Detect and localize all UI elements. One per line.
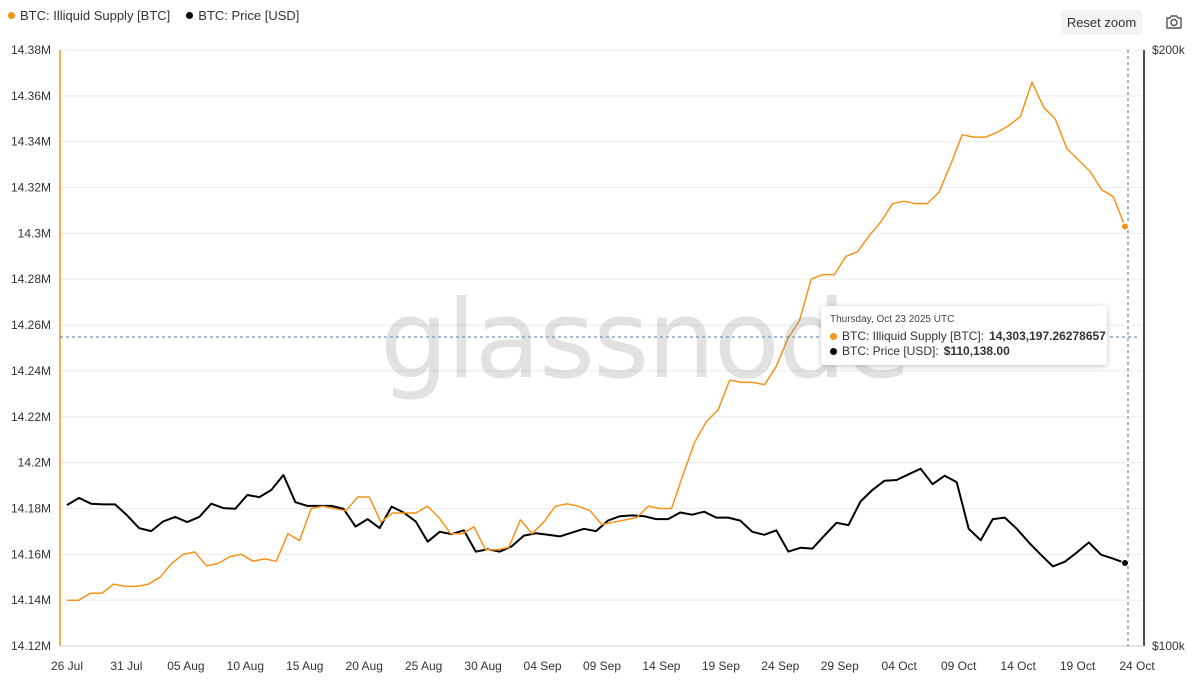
tooltip-row-illiquid-supply: BTC: Illiquid Supply [BTC]: 14,303,197.2… (830, 329, 1106, 343)
legend-item-price[interactable]: BTC: Price [USD] (186, 8, 299, 23)
left-y-tick-label: 14.3M (18, 226, 51, 240)
tooltip-value-illiquid-supply: 14,303,197.26278657 (989, 329, 1106, 343)
hover-point-price (1121, 558, 1129, 567)
legend-swatch-price (186, 12, 194, 19)
grid-lines (60, 49, 1144, 601)
left-y-axis-ticks: 14.12M 14.14M 14.16M 14.18M 14.2M 14.22M 14.24… (11, 43, 51, 653)
series-line-price (66, 467, 1126, 568)
x-tick-label: 24 Oct (1119, 659, 1155, 673)
left-y-tick-label: 14.26M (11, 318, 51, 332)
tooltip-label-price: BTC: Price [USD]: (842, 344, 939, 358)
legend-label-price: BTC: Price [USD] (198, 8, 300, 23)
left-y-tick-label: 14.32M (11, 181, 51, 195)
x-tick-label: 05 Aug (167, 659, 204, 673)
hover-point-illiquid-supply (1121, 222, 1129, 231)
x-tick-label: 04 Sep (524, 659, 562, 673)
left-y-tick-label: 14.36M (11, 89, 51, 103)
tooltip: Thursday, Oct 23 2025 UTC BTC: Illiquid … (821, 306, 1107, 365)
left-y-tick-label: 14.24M (11, 364, 51, 378)
x-tick-label: 14 Sep (642, 659, 680, 673)
left-y-tick-label: 14.38M (11, 43, 51, 57)
tooltip-label-illiquid-supply: BTC: Illiquid Supply [BTC]: (842, 329, 985, 343)
series-lines (66, 81, 1126, 601)
left-y-tick-label: 14.2M (18, 456, 51, 470)
right-y-tick-label: $100k (1152, 639, 1186, 653)
camera-icon[interactable] (1164, 12, 1184, 32)
x-tick-label: 10 Aug (227, 659, 264, 673)
tooltip-swatch-illiquid-supply (830, 332, 837, 340)
x-tick-label: 24 Sep (761, 659, 799, 673)
left-y-tick-label: 14.28M (11, 272, 51, 286)
x-tick-label: 29 Sep (821, 659, 859, 673)
left-y-tick-label: 14.18M (11, 501, 51, 515)
reset-zoom-button[interactable]: Reset zoom (1061, 10, 1142, 35)
tooltip-date: Thursday, Oct 23 2025 UTC (830, 314, 955, 325)
legend-swatch-illiquid-supply (8, 12, 15, 19)
left-y-tick-label: 14.12M (11, 639, 51, 653)
series-line-illiquid-supply (67, 81, 1126, 601)
x-tick-label: 19 Oct (1060, 659, 1096, 673)
x-axis-ticks: 26 Jul 31 Jul 05 Aug 10 Aug 15 Aug 20 Aug 25 A… (51, 659, 1155, 673)
x-tick-label: 26 Jul (51, 659, 83, 673)
x-tick-label: 19 Sep (702, 659, 740, 673)
tooltip-row-price: BTC: Price [USD]: $110,138.00 (830, 344, 1010, 358)
legend-label-illiquid-supply: BTC: Illiquid Supply [BTC] (20, 8, 171, 23)
x-tick-label: 09 Sep (583, 659, 621, 673)
left-y-tick-label: 14.14M (11, 593, 51, 607)
right-y-tick-label: $200k (1152, 43, 1186, 57)
left-y-tick-label: 14.16M (11, 547, 51, 561)
x-tick-label: 09 Oct (941, 659, 977, 673)
x-tick-label: 14 Oct (1000, 659, 1036, 673)
left-y-tick-label: 14.34M (11, 135, 51, 149)
x-tick-label: 25 Aug (405, 659, 442, 673)
hover-points (1121, 222, 1129, 567)
right-y-axis-ticks: $100k $200k (1152, 43, 1186, 653)
x-tick-label: 04 Oct (882, 659, 918, 673)
legend: BTC: Illiquid Supply [BTC] BTC: Price [U… (8, 8, 299, 23)
x-tick-label: 15 Aug (286, 659, 323, 673)
left-y-tick-label: 14.22M (11, 410, 51, 424)
tooltip-value-price: $110,138.00 (943, 344, 1010, 358)
tooltip-swatch-price (830, 347, 837, 355)
x-tick-label: 20 Aug (346, 659, 383, 673)
legend-item-illiquid-supply[interactable]: BTC: Illiquid Supply [BTC] (8, 8, 170, 23)
x-tick-label: 31 Jul (110, 659, 142, 673)
x-tick-label: 30 Aug (464, 659, 501, 673)
